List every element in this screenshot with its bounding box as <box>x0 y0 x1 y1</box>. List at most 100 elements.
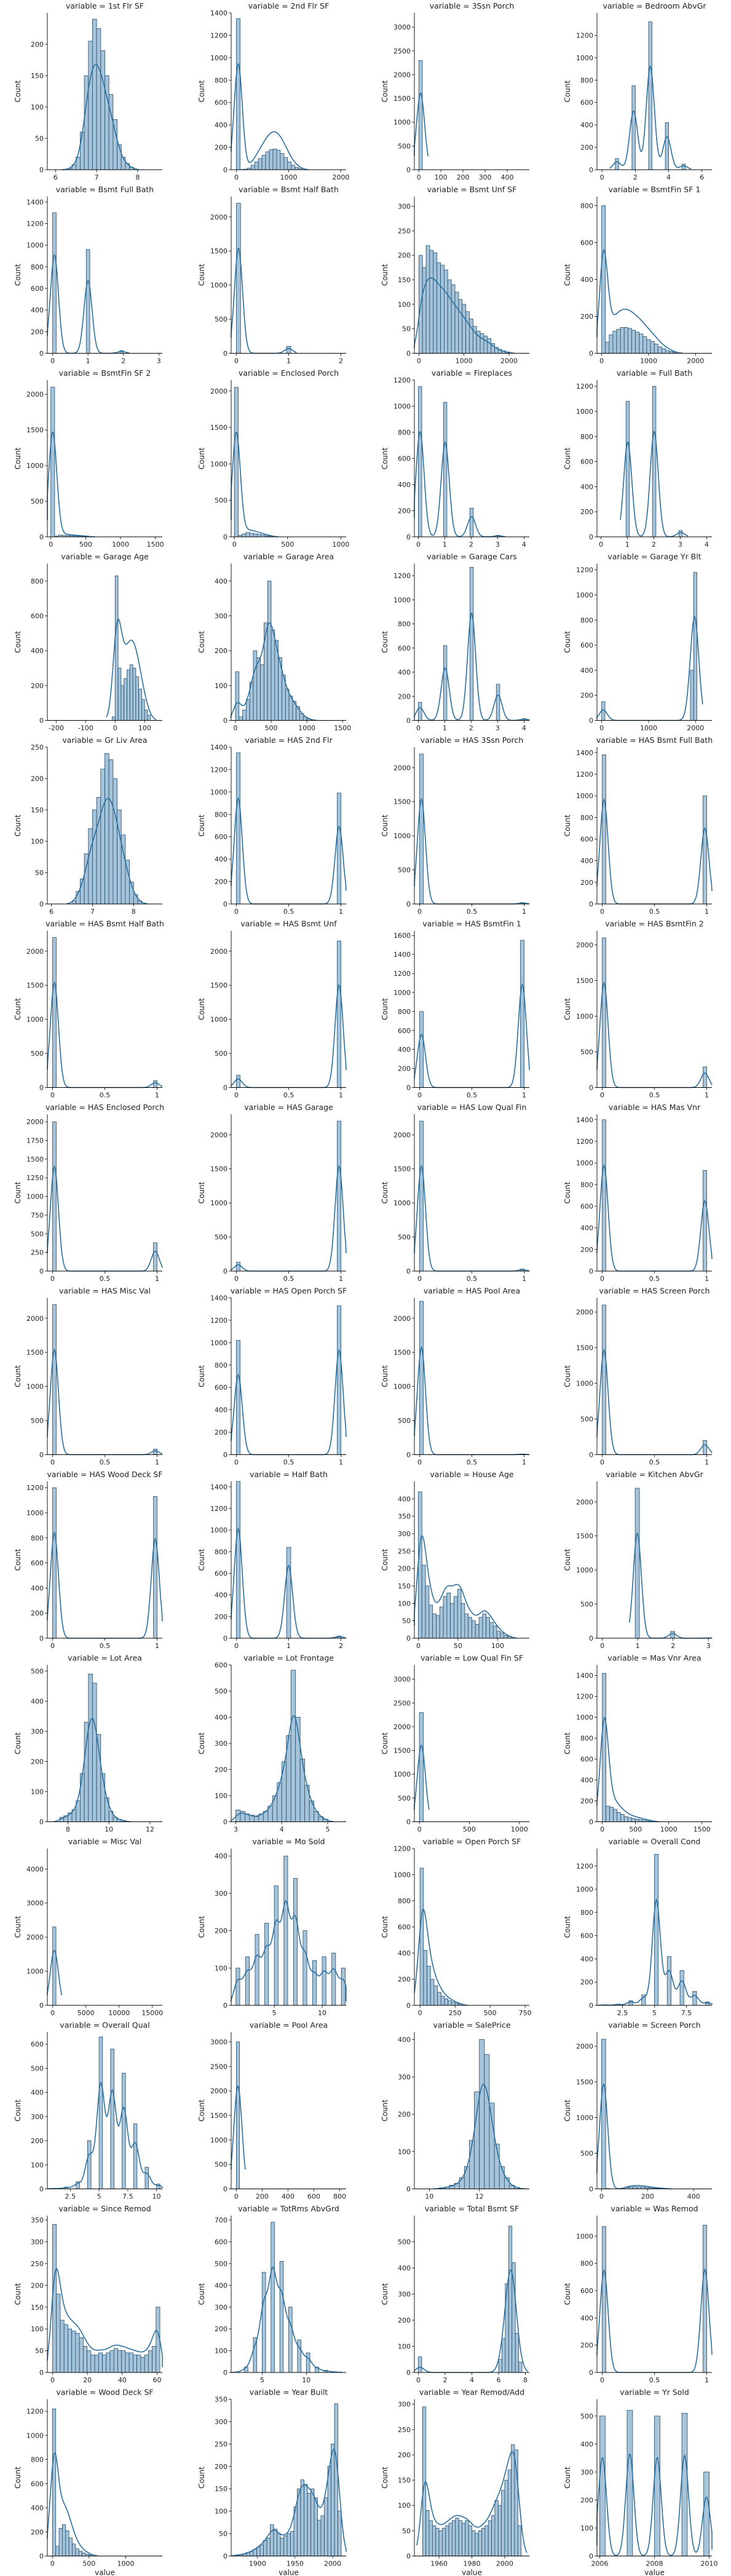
x-tick-label: 1000 <box>456 357 473 365</box>
histogram-bar <box>288 2307 293 2373</box>
y-tick-label: 200 <box>580 508 593 516</box>
panel-title: variable = HAS 2nd Flr <box>245 735 333 745</box>
x-tick-label: 0.5 <box>100 1459 111 1467</box>
y-tick-label: 1200 <box>26 220 44 228</box>
y-tick-label: 0 <box>406 166 411 174</box>
y-tick-label: 2000 <box>210 2087 227 2095</box>
y-tick-label: 300 <box>215 2304 227 2312</box>
histogram-bar <box>448 2000 452 2006</box>
histogram-bar <box>293 1878 298 2006</box>
panel-title: variable = Pool Area <box>250 2021 328 2030</box>
y-axis-label: Count <box>381 447 389 469</box>
histogram-bar <box>703 1170 707 1272</box>
y-tick-label: 2000 <box>393 1723 411 1731</box>
histogram-bar <box>504 2479 508 2556</box>
y-tick-label: 800 <box>398 1897 411 1905</box>
histogram-bar <box>444 269 448 354</box>
histogram-bar <box>648 22 652 170</box>
histogram-bar <box>439 1606 444 1639</box>
kde-curve <box>414 1345 530 1456</box>
histogram-bar <box>489 1622 494 1639</box>
histogram-bar <box>110 2048 114 2189</box>
y-tick-label: 200 <box>31 1758 44 1766</box>
y-tick-label: 1500 <box>26 1155 44 1163</box>
x-tick-label: 200 <box>641 2193 654 2201</box>
y-tick-label: 0 <box>223 1084 227 1092</box>
histogram-bar <box>148 2350 152 2373</box>
panel-title: variable = HAS BsmtFin 1 <box>422 919 521 929</box>
histogram-bars <box>52 1121 157 1272</box>
y-tick-label: 0 <box>406 2553 411 2561</box>
histogram-bar <box>627 328 632 354</box>
histogram-bar <box>75 2332 80 2373</box>
histogram-bars <box>236 2042 240 2189</box>
y-axis-label: Count <box>563 2099 572 2122</box>
y-tick-label: 1400 <box>576 1116 593 1124</box>
x-tick-label: 20 <box>83 2376 92 2384</box>
histogram-bar <box>105 1797 109 1822</box>
y-tick-label: 500 <box>398 1794 411 1802</box>
histogram-bar <box>620 327 625 354</box>
y-tick-label: 100 <box>31 103 44 111</box>
y-tick-label: 600 <box>215 833 227 841</box>
histogram-bars <box>52 1304 157 1455</box>
histogram-bar <box>703 1440 707 1455</box>
y-tick-label: 1000 <box>576 54 593 62</box>
facet-panel: variable = HAS Open Porch SF 0 0.5 1 0 200 400… <box>197 1286 347 1467</box>
x-tick-label: 7.5 <box>681 2009 692 2017</box>
y-axis-label: Count <box>197 1181 206 1203</box>
histogram-bar <box>235 671 240 721</box>
y-tick-label: 1200 <box>393 1845 411 1853</box>
y-tick-label: 600 <box>215 2238 227 2246</box>
y-tick-label: 1000 <box>210 460 227 468</box>
y-tick-label: 100 <box>31 1788 44 1796</box>
kde-curve <box>596 1163 713 1272</box>
y-tick-label: 1000 <box>210 282 227 290</box>
kde-curve <box>596 2453 713 2556</box>
x-tick-label: 0.5 <box>467 1275 478 1283</box>
histogram-bar <box>632 2186 638 2189</box>
y-tick-label: 500 <box>31 1230 44 1238</box>
histogram-bar <box>52 2224 57 2373</box>
histogram-bar <box>267 581 272 721</box>
x-tick-label: 2 <box>443 2376 448 2384</box>
histogram-bar <box>507 2470 512 2556</box>
panel-title: variable = HAS Bsmt Half Bath <box>45 919 164 929</box>
histogram-bar <box>132 2355 138 2373</box>
y-tick-label: 1500 <box>26 981 44 989</box>
y-tick-label: 2000 <box>210 948 227 956</box>
x-tick-label: 2 <box>633 173 638 181</box>
y-tick-label: 350 <box>31 2216 44 2224</box>
x-tick-label: 0.5 <box>467 1092 478 1100</box>
y-tick-label: 0 <box>589 717 593 725</box>
histogram-bar <box>679 1970 684 2006</box>
y-tick-label: 2000 <box>26 390 44 398</box>
facet-panel: variable = HAS Wood Deck SF 0 0.5 1 0 200 400 6… <box>14 1470 163 1650</box>
histogram-bar <box>256 657 261 721</box>
facet-panel: variable = Lot Area 8 10 12 0 100 200 300 400 500… <box>14 1654 162 1834</box>
kde-curve <box>596 1348 713 1456</box>
y-tick-label: 800 <box>580 1735 593 1743</box>
y-tick-label: 500 <box>31 1050 44 1058</box>
y-tick-label: 300 <box>31 1727 44 1735</box>
y-tick-label: 500 <box>215 315 227 323</box>
x-tick-label: 0 <box>50 357 55 365</box>
x-tick-label: 0 <box>416 1642 421 1650</box>
kde-curve <box>231 622 317 721</box>
histogram-bar <box>283 157 288 170</box>
kde-curve <box>231 2085 246 2170</box>
y-tick-label: 600 <box>215 1662 227 1670</box>
y-tick-label: 500 <box>580 2412 593 2420</box>
panel-title: variable = HAS Open Porch SF <box>231 1286 347 1296</box>
y-tick-label: 1500 <box>26 426 44 434</box>
x-tick-label: 1 <box>155 1092 159 1100</box>
histogram-bar <box>141 699 145 721</box>
histogram-bar <box>68 2537 73 2556</box>
kde-curve <box>596 615 703 721</box>
histogram-bar <box>52 1927 57 2006</box>
histogram-bar <box>337 1120 341 1272</box>
histogram-bar <box>419 1868 424 2006</box>
histogram-bar <box>88 828 93 905</box>
y-axis-label: Count <box>563 631 572 653</box>
